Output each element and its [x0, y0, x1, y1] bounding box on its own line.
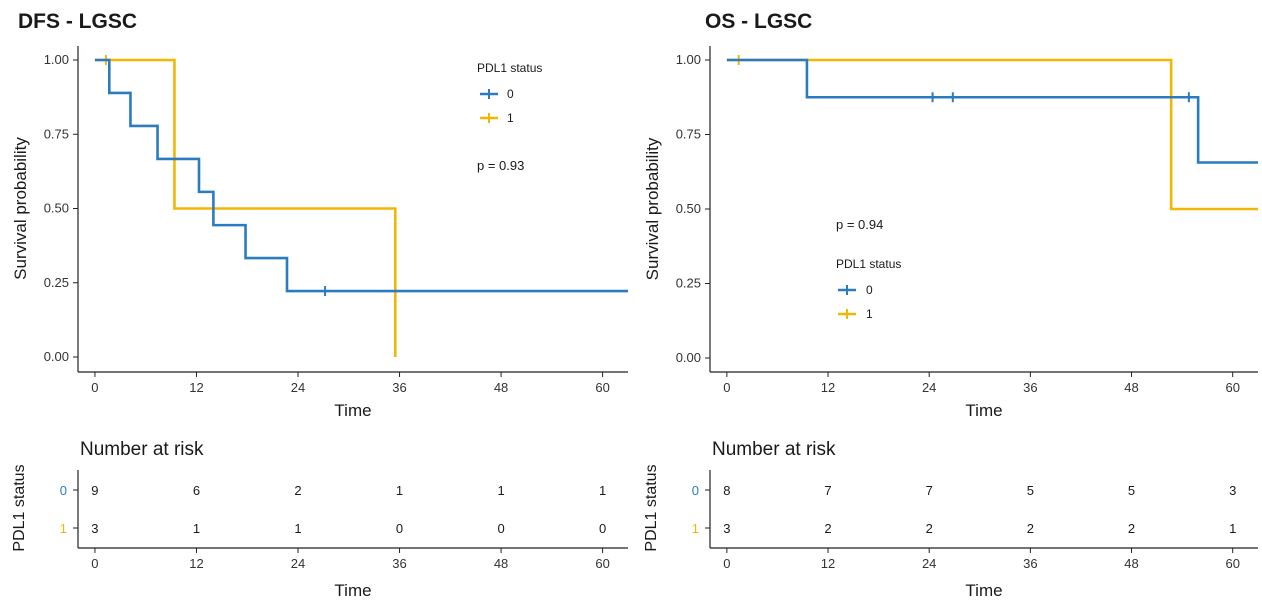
chart1-y-tick-label: 0.75: [44, 126, 69, 141]
chart1-x-tick-label: 0: [91, 380, 98, 395]
chart2-series-1-line: [726, 58, 1258, 211]
chart1-risk-value: 2: [294, 483, 301, 498]
chart2-legend-title: PDL1 status: [836, 257, 901, 271]
chart2-risk-value: 5: [1128, 483, 1135, 498]
chart1-risk-x-tick-label: 48: [494, 556, 508, 571]
chart1-risk-value: 0: [396, 521, 403, 536]
chart1-risk-x-tick-label: 24: [291, 556, 305, 571]
chart1-x-tick-label: 48: [494, 380, 508, 395]
chart2-y-tick-label: 1.00: [676, 52, 701, 67]
chart2-y-axis-label: Survival probability: [643, 137, 662, 280]
chart1-y-tick-label: 0.25: [44, 275, 69, 290]
chart1-risk-value: 1: [294, 521, 301, 536]
chart2-risk-y-axis-label: PDL1 status: [643, 464, 660, 551]
chart2-risk-value: 3: [1229, 483, 1236, 498]
chart1-risk-value: 0: [497, 521, 504, 536]
chart1-legend-label-1: 1: [507, 111, 514, 125]
chart1-legend-label-0: 0: [507, 87, 514, 101]
chart2-risk-x-tick-label: 12: [821, 556, 835, 571]
chart1-y-tick-label: 1.00: [44, 52, 69, 67]
chart2-x-tick-label: 0: [723, 380, 730, 395]
chart2-risk-value: 3: [723, 521, 730, 536]
chart1-x-tick-label: 12: [189, 380, 203, 395]
chart2-risk-value: 2: [1128, 521, 1135, 536]
chart2-x-tick-label: 60: [1225, 380, 1239, 395]
chart1-x-axis-label: Time: [334, 401, 371, 420]
chart2-x-tick-label: 12: [821, 380, 835, 395]
chart1-y-tick-label: 0.00: [44, 349, 69, 364]
chart1-risk-value: 1: [497, 483, 504, 498]
chart2-risk-value: 1: [1229, 521, 1236, 536]
chart2-x-tick-label: 24: [922, 380, 936, 395]
chart2-risk-group-label-0: 0: [692, 483, 699, 498]
chart2-risk-x-tick-label: 36: [1023, 556, 1037, 571]
chart1-risk-value: 6: [193, 483, 200, 498]
chart2-x-tick-label: 36: [1023, 380, 1037, 395]
chart1-risk-x-tick-label: 60: [595, 556, 609, 571]
chart2-risk-value: 5: [1027, 483, 1034, 498]
chart1-y-tick-label: 0.50: [44, 201, 69, 216]
chart2-series-0-line: [726, 58, 1258, 164]
chart2-risk-x-axis-label: Time: [965, 581, 1002, 600]
chart1-risk-table-title: Number at risk: [80, 439, 204, 460]
chart1-title: DFS - LGSC: [18, 10, 137, 33]
chart2-legend-label-1: 1: [866, 307, 873, 321]
chart1-p-value: p = 0.93: [477, 158, 524, 173]
chart1-x-tick-label: 36: [392, 380, 406, 395]
chart2-risk-x-tick-label: 0: [723, 556, 730, 571]
chart1-risk-group-label-0: 0: [60, 483, 67, 498]
chart1-risk-value: 1: [599, 483, 606, 498]
chart2-p-value: p = 0.94: [836, 217, 883, 232]
chart2-risk-value: 2: [926, 521, 933, 536]
chart1-x-tick-label: 24: [291, 380, 305, 395]
chart2-title: OS - LGSC: [705, 10, 812, 33]
chart1-risk-y-axis-label: PDL1 status: [11, 464, 28, 551]
chart1-risk-value: 9: [91, 483, 98, 498]
chart2-risk-value: 8: [723, 483, 730, 498]
chart2-risk-x-tick-label: 24: [922, 556, 936, 571]
chart1-risk-x-tick-label: 0: [91, 556, 98, 571]
chart2-y-tick-label: 0.25: [676, 276, 701, 291]
chart2-y-tick-label: 0.00: [676, 350, 701, 365]
chart1-risk-value: 1: [193, 521, 200, 536]
chart2-x-tick-label: 48: [1124, 380, 1138, 395]
chart1-risk-group-label-1: 1: [60, 521, 67, 536]
chart1-risk-x-tick-label: 12: [189, 556, 203, 571]
chart1-series-1-line: [94, 58, 397, 357]
chart1-y-axis-label: Survival probability: [11, 137, 30, 280]
chart1-risk-x-tick-label: 36: [392, 556, 406, 571]
chart2-risk-x-tick-label: 48: [1124, 556, 1138, 571]
chart1-risk-value: 3: [91, 521, 98, 536]
chart1-risk-value: 0: [599, 521, 606, 536]
chart1-x-tick-label: 60: [595, 380, 609, 395]
chart2-risk-value: 7: [926, 483, 933, 498]
chart2-risk-group-label-1: 1: [692, 521, 699, 536]
chart1-series-0-line: [94, 58, 628, 293]
chart2-risk-x-tick-label: 60: [1225, 556, 1239, 571]
chart1-risk-value: 1: [396, 483, 403, 498]
chart2-y-tick-label: 0.50: [676, 201, 701, 216]
chart2-legend-label-0: 0: [866, 283, 873, 297]
chart2-risk-value: 2: [824, 521, 831, 536]
chart2-risk-value: 7: [824, 483, 831, 498]
chart2-risk-table-title: Number at risk: [712, 439, 836, 460]
chart2-y-tick-label: 0.75: [676, 127, 701, 142]
chart1-risk-x-axis-label: Time: [334, 581, 371, 600]
chart2-x-axis-label: Time: [965, 401, 1002, 420]
chart2-risk-value: 2: [1027, 521, 1034, 536]
chart1-legend-title: PDL1 status: [477, 61, 542, 75]
